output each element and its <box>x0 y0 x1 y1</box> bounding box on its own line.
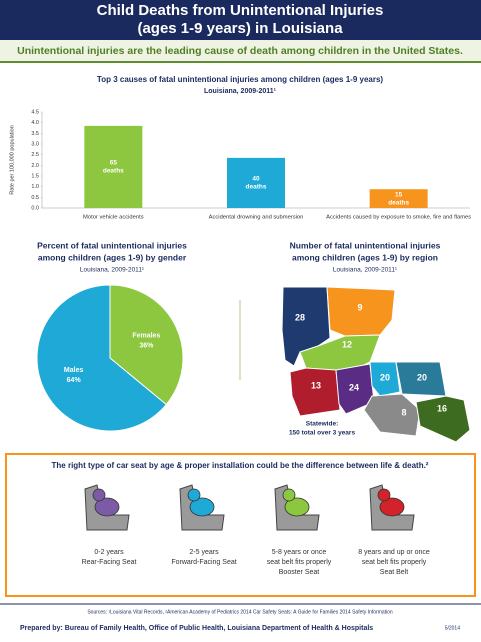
child-icon <box>94 497 120 517</box>
header-band <box>0 0 481 40</box>
region-label: 20 <box>417 372 427 382</box>
region-label: 28 <box>295 312 305 322</box>
child-icon <box>189 497 215 517</box>
car-seat-box <box>5 453 476 597</box>
map-region <box>415 395 471 443</box>
slice-value: 64% <box>67 377 82 384</box>
y-tick-label: 4.0 <box>31 120 39 126</box>
car-seat-caption: Rear-Facing Seat <box>82 559 137 566</box>
y-tick-label: 1.0 <box>31 184 39 190</box>
bar-annotation: deaths <box>103 168 124 175</box>
bar-annotation: 15 <box>395 191 403 198</box>
car-seat-caption: Booster Seat <box>279 569 320 576</box>
map-subtitle: Louisiana, 2009-2011¹ <box>333 267 398 274</box>
x-tick-label: Accidental drowning and submersion <box>209 215 304 221</box>
date: 5/2014 <box>445 625 461 631</box>
map-region <box>363 393 421 437</box>
bar <box>84 125 143 208</box>
region-label: 8 <box>401 407 406 417</box>
region-label: 9 <box>357 302 362 312</box>
y-tick-label: 3.0 <box>31 141 39 147</box>
chart-title: Percent of fatal unintentional injuries <box>37 240 187 250</box>
title: Child Deaths from Unintentional Injuries <box>97 2 384 19</box>
child-head <box>187 488 201 502</box>
y-tick-label: 4.5 <box>31 109 39 115</box>
region-label: 20 <box>380 372 390 382</box>
car-seat-caption: 5-8 years or once <box>272 549 327 556</box>
map-region <box>369 361 401 397</box>
child-icon <box>284 497 310 517</box>
tagline-band <box>0 40 481 62</box>
car-seat-caption: seat belt fits properly <box>362 559 427 566</box>
bar-annotation: 65 <box>110 160 118 167</box>
car-seat-caption: 8 years and up or once <box>358 549 430 556</box>
car-seat-caption: Forward-Facing Seat <box>171 559 236 566</box>
prepared-by: Prepared by: Bureau of Family Health, Of… <box>20 625 373 632</box>
y-axis-label: Rate per 100,000 population <box>9 125 15 194</box>
car-seat-caption: Seat Belt <box>380 569 408 576</box>
car-seat-caption: 0-2 years <box>94 549 124 556</box>
bar-annotation: deaths <box>388 199 409 206</box>
bar-annotation: deaths <box>246 184 267 191</box>
child-icon <box>379 497 405 517</box>
statewide: 150 total over 3 years <box>289 430 356 437</box>
y-tick-label: 0.0 <box>31 205 39 211</box>
sources: Sources: ¹Louisiana Vital Records, ²Amer… <box>87 609 393 615</box>
child-head <box>377 488 391 502</box>
child-head <box>282 488 296 502</box>
tagline: Unintentional injuries are the leading c… <box>17 45 463 57</box>
y-tick-label: 3.5 <box>31 131 39 137</box>
region-label: 16 <box>437 403 447 413</box>
y-tick-label: 1.5 <box>31 173 39 179</box>
car-seat-title: The right type of car seat by age & prop… <box>52 461 429 470</box>
map-region <box>289 367 341 417</box>
car-seat-caption: 2-5 years <box>189 549 219 556</box>
chart-subtitle: Louisiana, 2009-2011¹ <box>204 88 277 95</box>
title: (ages 1-9 years) in Louisiana <box>137 20 343 37</box>
region-label: 13 <box>311 380 321 390</box>
x-tick-label: Motor vehicle accidents <box>83 215 144 221</box>
chart-title: among children (ages 1-9) by gender <box>38 252 187 262</box>
child-head <box>92 488 106 502</box>
car-seat-caption: seat belt fits properly <box>267 559 332 566</box>
bar <box>369 189 428 208</box>
slice-label: Females <box>132 333 160 340</box>
chart-subtitle: Louisiana, 2009-2011¹ <box>80 267 145 274</box>
region-label: 24 <box>349 382 359 392</box>
chart-title: Top 3 causes of fatal unintentional inju… <box>97 75 383 84</box>
pie-slice <box>36 284 167 432</box>
map-title: among children (ages 1-9) by region <box>292 252 438 262</box>
x-tick-label: Accidents caused by exposure to smoke, f… <box>326 215 471 221</box>
y-tick-label: 2.0 <box>31 163 39 169</box>
map-region <box>335 363 375 415</box>
bar <box>227 157 285 208</box>
bar-annotation: 40 <box>252 176 260 183</box>
slice-value: 36% <box>139 343 154 350</box>
slice-label: Males <box>64 367 84 374</box>
y-tick-label: 2.5 <box>31 152 39 158</box>
region-label: 12 <box>342 339 352 349</box>
map-title: Number of fatal unintentional injuries <box>290 240 441 250</box>
y-tick-label: 0.5 <box>31 195 39 201</box>
pie-slice <box>109 284 184 406</box>
statewide: Statewide: <box>306 421 339 428</box>
